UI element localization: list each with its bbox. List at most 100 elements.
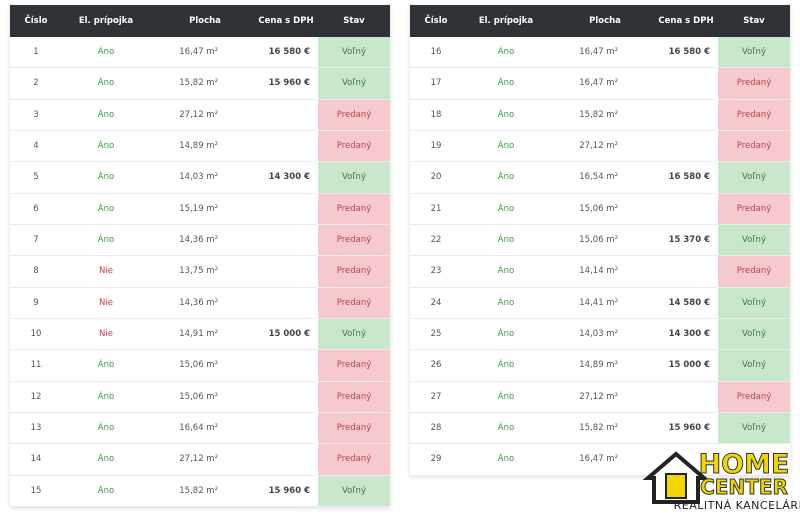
- status-cell: Predaný: [718, 68, 790, 99]
- table-row: 27 Áno 27,12 m² Predaný: [410, 381, 790, 413]
- price-cell: 16 580 €: [268, 47, 310, 58]
- table-row: 17 Áno 16,47 m² Predaný: [410, 68, 790, 100]
- lot-number-cell: 6: [33, 203, 39, 214]
- status-cell: Predaný: [718, 99, 790, 130]
- lot-number-cell: 4: [33, 141, 39, 152]
- connection-cell: Áno: [497, 297, 515, 308]
- connection-cell: Áno: [97, 454, 115, 465]
- lot-number-cell: 29: [430, 454, 442, 465]
- status-cell: Predaný: [718, 381, 790, 412]
- connection-cell: Áno: [97, 391, 115, 402]
- connection-cell: Áno: [97, 47, 115, 58]
- price-cell: [220, 131, 310, 161]
- lot-number-cell: 23: [430, 266, 442, 277]
- connection-cell: Áno: [497, 266, 515, 277]
- connection-cell: Áno: [497, 203, 515, 214]
- connection-cell: Áno: [97, 235, 115, 246]
- connection-cell: Áno: [497, 329, 515, 340]
- connection-cell: Áno: [97, 172, 115, 183]
- status-cell: Predaný: [318, 287, 390, 318]
- area-cell: 27,12 m²: [179, 109, 218, 120]
- area-cell: 13,75 m²: [179, 266, 218, 277]
- header-cell: Číslo: [24, 16, 48, 26]
- status-cell: Predaný: [718, 256, 790, 287]
- connection-cell: Áno: [497, 454, 515, 465]
- table-row: 9 Nie 14,36 m² Predaný: [10, 287, 390, 319]
- price-cell: 14 300 €: [668, 329, 710, 340]
- price-cell: 15 000 €: [268, 329, 310, 340]
- connection-cell: Áno: [497, 235, 515, 246]
- table-row: 22 Áno 15,06 m² 15 370 € Voľný: [410, 224, 790, 257]
- price-cell: [620, 100, 710, 130]
- status-cell: Voľný: [718, 350, 790, 381]
- table-row: 25 Áno 14,03 m² 14 300 € Voľný: [410, 318, 790, 351]
- area-cell: 15,06 m²: [579, 235, 618, 246]
- table-row: 23 Áno 14,14 m² Predaný: [410, 256, 790, 288]
- area-cell: 16,47 m²: [579, 454, 618, 465]
- logo: HOME CENTER REALITNÁ KANCELÁRIA: [642, 449, 800, 512]
- table-row: 4 Áno 14,89 m² Predaný: [10, 130, 390, 163]
- header-cell: Cena s DPH: [658, 16, 714, 26]
- table: Číslo El. prípojka Plocha Cena s DPH Stav 16 Á…: [410, 5, 790, 476]
- status-cell: Voľný: [718, 412, 790, 444]
- table-row: 5 Áno 14,03 m² 14 300 € Voľný: [10, 162, 390, 194]
- area-cell: 16,64 m²: [179, 423, 218, 434]
- header-cell: Stav: [343, 16, 365, 26]
- price-cell: 15 960 €: [668, 423, 710, 434]
- connection-cell: Áno: [97, 360, 115, 371]
- price-cell: [620, 68, 710, 98]
- lot-number-cell: 1: [33, 47, 39, 58]
- lot-number-cell: 8: [33, 266, 39, 277]
- lot-number-cell: 13: [30, 423, 42, 434]
- lot-number-cell: 2: [33, 78, 39, 89]
- price-cell: 15 960 €: [268, 485, 310, 496]
- table-row: 11 Áno 15,06 m² Predaný: [10, 350, 390, 382]
- header-cell: Plocha: [189, 16, 221, 26]
- table-header: Číslo El. prípojka Plocha Cena s DPH Stav: [410, 5, 790, 37]
- lot-number-cell: 18: [430, 109, 442, 120]
- lot-number-cell: 24: [430, 297, 442, 308]
- status-cell: Voľný: [318, 475, 390, 506]
- table-row: 14 Áno 27,12 m² Predaný: [10, 444, 390, 476]
- table-row: 2 Áno 15,82 m² 15 960 € Voľný: [10, 68, 390, 100]
- status-cell: Voľný: [318, 68, 390, 99]
- table-row: 13 Áno 16,64 m² Predaný: [10, 412, 390, 445]
- status-cell: Voľný: [718, 37, 790, 68]
- price-cell: 15 370 €: [668, 235, 710, 246]
- table-row: 18 Áno 15,82 m² Predaný: [410, 99, 790, 131]
- area-cell: 14,89 m²: [579, 360, 618, 371]
- header-cell: El. prípojka: [78, 16, 134, 26]
- status-cell: Predaný: [318, 350, 390, 381]
- table-row: 29 Áno 16,47 m²: [410, 444, 790, 476]
- area-cell: 15,82 m²: [179, 78, 218, 89]
- lot-number-cell: 9: [33, 297, 39, 308]
- area-cell: 14,14 m²: [579, 266, 618, 277]
- logo-door: [665, 473, 687, 499]
- connection-cell: Nie: [99, 297, 113, 308]
- table-row: 26 Áno 14,89 m² 15 000 € Voľný: [410, 350, 790, 382]
- price-cell: [220, 382, 310, 412]
- price-cell: 16 580 €: [668, 172, 710, 183]
- lot-number-cell: 12: [30, 391, 42, 402]
- table-row: 16 Áno 16,47 m² 16 580 € Voľný: [410, 37, 790, 69]
- area-cell: 27,12 m²: [179, 454, 218, 465]
- status-cell: Predaný: [318, 444, 390, 475]
- header-cell: El. prípojka: [478, 16, 534, 26]
- table-row: 12 Áno 15,06 m² Predaný: [10, 381, 390, 413]
- price-cell: [620, 131, 710, 161]
- logo-line2: CENTER: [700, 475, 788, 499]
- price-cell: [620, 382, 710, 412]
- connection-cell: Áno: [497, 141, 515, 152]
- area-cell: 15,82 m²: [579, 109, 618, 120]
- area-cell: 14,36 m²: [179, 297, 218, 308]
- status-cell: Predaný: [318, 130, 390, 162]
- connection-cell: Áno: [97, 485, 115, 496]
- price-cell: [220, 350, 310, 380]
- status-cell: Voľný: [718, 287, 790, 318]
- price-cell: [220, 256, 310, 286]
- area-cell: 15,82 m²: [179, 485, 218, 496]
- price-cell: 14 580 €: [668, 297, 710, 308]
- lot-number-cell: 5: [33, 172, 39, 183]
- status-cell: Predaný: [318, 99, 390, 130]
- area-cell: 16,47 m²: [579, 47, 618, 58]
